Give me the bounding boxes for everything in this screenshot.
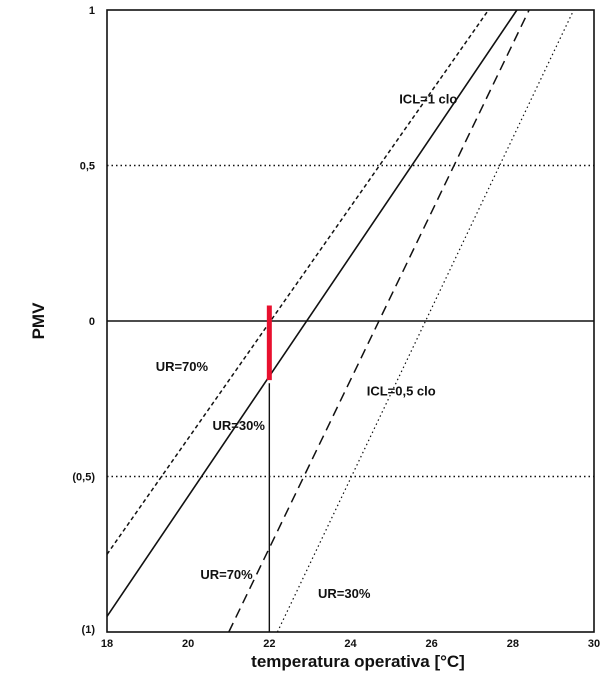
annotation-label: ICL=1 clo <box>399 91 457 106</box>
y-tick-label: 1 <box>89 5 95 17</box>
x-tick-label: 28 <box>507 638 519 650</box>
series-line-icl05-ur70 <box>228 9 530 633</box>
y-axis-title: PMV <box>29 302 48 340</box>
y-tick-label: (1) <box>82 624 96 636</box>
x-axis-title: temperatura operativa [°C] <box>251 652 465 671</box>
annotation-label: UR=70% <box>156 359 209 374</box>
annotation-label: UR=30% <box>213 418 266 433</box>
annotation-label: UR=70% <box>200 567 253 582</box>
x-tick-label: 22 <box>263 638 275 650</box>
x-tick-label: 20 <box>182 638 194 650</box>
x-tick-label: 18 <box>101 638 113 650</box>
x-tick-label: 26 <box>426 638 438 650</box>
x-tick-label: 30 <box>588 638 600 650</box>
series-line-icl1-ur70 <box>106 9 490 555</box>
annotations: ICL=1 clo UR=70% UR=30% ICL=0,5 clo UR=70% UR… <box>156 91 458 600</box>
y-tick-labels: 1 0,5 0 (0,5) (1) <box>72 5 95 636</box>
y-tick-label: 0,5 <box>80 161 95 173</box>
y-tick-label: 0 <box>89 316 95 328</box>
annotation-label: UR=30% <box>318 586 371 601</box>
x-tick-label: 24 <box>344 638 357 650</box>
x-tick-labels: 18 20 22 24 26 28 30 <box>101 638 600 650</box>
series-line-icl1-ur30 <box>106 9 518 617</box>
reference-lines <box>107 164 594 478</box>
series-lines <box>106 9 575 633</box>
annotation-label: ICL=0,5 clo <box>367 384 436 399</box>
y-tick-label: (0,5) <box>72 472 95 484</box>
